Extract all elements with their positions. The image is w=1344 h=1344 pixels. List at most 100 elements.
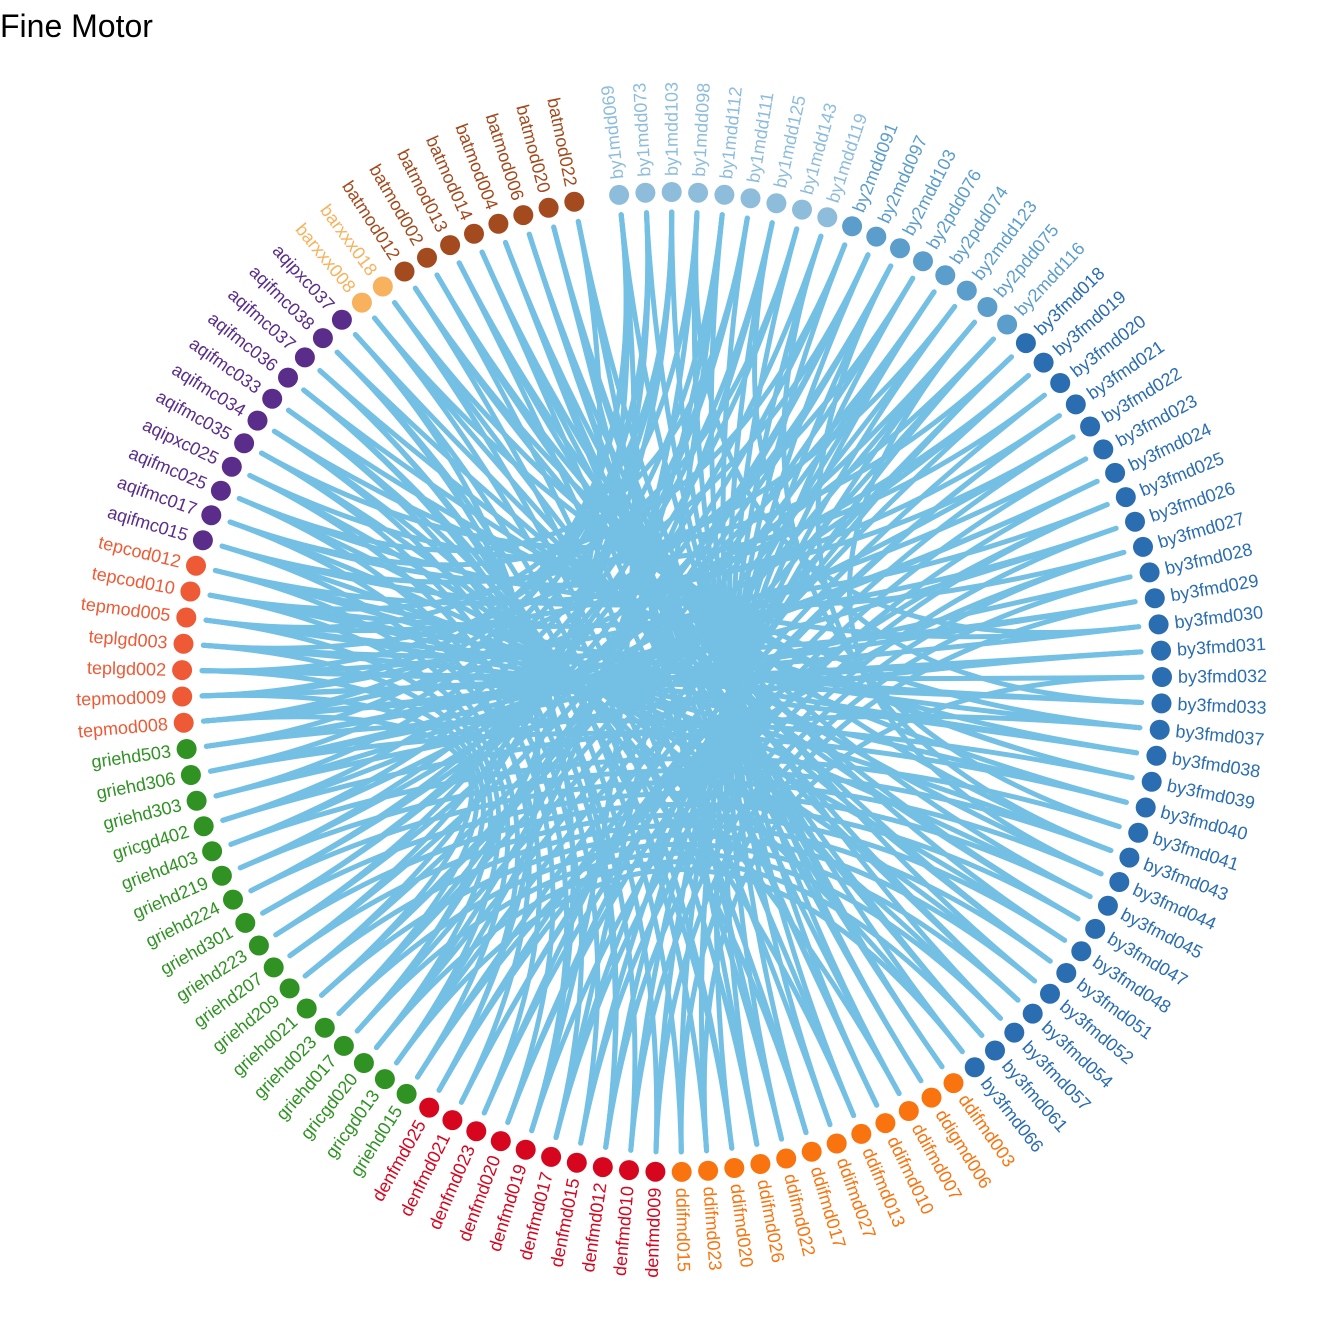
node-batmod012 — [394, 261, 415, 282]
node-gricgd402 — [193, 816, 214, 837]
node-by3fmd047 — [1085, 918, 1106, 939]
node-griehd017 — [333, 1035, 354, 1056]
node-by1mdd098 — [688, 182, 709, 203]
node-ddifmd007 — [898, 1101, 919, 1121]
link-batmod012-by3fmd047 — [412, 285, 1081, 922]
link-griehd301-by1mdd111 — [260, 215, 750, 916]
link-aqifmc017-by3fmd052 — [227, 519, 1038, 984]
link-by2pdd074-griehd023 — [336, 289, 937, 1017]
node-ddifmd017 — [801, 1141, 822, 1162]
link-by1mdd125-griehd219 — [237, 220, 775, 871]
node-batmod020 — [538, 197, 559, 218]
link-gricgd020-teplgd003 — [200, 642, 494, 1050]
node-denfmd017 — [541, 1146, 562, 1167]
node-aqipxc025 — [221, 456, 242, 477]
node-by1mdd073 — [635, 182, 656, 203]
node-ddifmd013 — [851, 1123, 872, 1144]
node-by3fmd033 — [1151, 693, 1172, 714]
node-by3fmd043 — [1119, 847, 1140, 868]
link-tepcod012-by3fmd045 — [212, 568, 1093, 900]
node-label-by1mdd103: by1mdd103 — [662, 82, 682, 176]
node-by2pdd074 — [935, 265, 956, 286]
node-by3fmd029 — [1144, 588, 1165, 609]
link-aqifmc034-ddifmd013 — [271, 428, 857, 1118]
node-aqifmc033 — [262, 388, 283, 409]
link-batmod004-ddifmd003 — [503, 240, 945, 1070]
node-by3fmd037 — [1149, 719, 1170, 740]
node-by3fmd048 — [1071, 941, 1092, 962]
node-denfmd009 — [645, 1161, 666, 1182]
node-by3fmd044 — [1109, 872, 1130, 892]
node-ddifmd027 — [826, 1133, 847, 1154]
node-label-denfmd012: denfmd012 — [578, 1181, 611, 1273]
node-label-denfmd010: denfmd010 — [610, 1185, 638, 1276]
node-label-teplgd002: teplgd002 — [87, 658, 167, 680]
link-tepcod010-by3fmd043 — [207, 592, 1114, 853]
node-gricgd013 — [374, 1069, 395, 1090]
node-label-by3fmd038: by3fmd038 — [1171, 748, 1262, 781]
node-label-by3fmd032: by3fmd032 — [1178, 666, 1267, 687]
link-aqifmc036-ddifmd020 — [301, 387, 735, 1151]
node-label-denfmd009: denfmd009 — [642, 1187, 665, 1278]
node-griehd303 — [186, 790, 207, 811]
node-by3fmd039 — [1141, 771, 1162, 792]
node-by2mdd091 — [842, 216, 863, 237]
link-batmod002-by3fmd051 — [434, 272, 1053, 964]
node-by3fmd027 — [1133, 536, 1153, 557]
node-denfmd021 — [442, 1110, 463, 1131]
link-griehd223-by1mdd103 — [273, 209, 675, 938]
node-label-by3fmd033: by3fmd033 — [1177, 694, 1267, 718]
link-aqifmc037-denfmd012 — [317, 368, 619, 1150]
link-aqifmc015-by3fmd048 — [219, 543, 1068, 943]
link-batmod013-by3fmd054 — [456, 260, 1021, 1003]
node-label-by3fmd030: by3fmd030 — [1173, 602, 1264, 632]
node-ddifmd023 — [698, 1160, 719, 1181]
node-by3fmd051 — [1056, 963, 1077, 983]
node-label-by3fmd029: by3fmd029 — [1169, 570, 1260, 605]
link-griehd021-by2mdd097 — [319, 252, 871, 998]
node-ddigmd006 — [921, 1087, 942, 1108]
node-label-tepmod009: tepmod009 — [76, 687, 167, 710]
node-ddifmd003 — [943, 1073, 964, 1094]
link-tepmod008-by3fmd029 — [201, 599, 1138, 724]
node-tepcod012 — [186, 555, 206, 576]
node-aqipxc037 — [331, 309, 352, 330]
link-batmod006-ddifmd010 — [526, 231, 880, 1108]
node-teplgd003 — [173, 633, 194, 654]
node-label-ddifmd020: ddifmd020 — [726, 1183, 757, 1269]
node-griehd209 — [279, 978, 300, 999]
node-by3fmd020 — [1050, 373, 1071, 393]
node-by2mdd103 — [890, 238, 910, 259]
node-by2mdd123 — [956, 280, 977, 301]
node-by1mdd103 — [661, 182, 682, 202]
link-denfmd025-by3fmd025 — [436, 502, 1110, 1093]
node-ddifmd015 — [671, 1161, 692, 1182]
node-ddifmd020 — [724, 1158, 745, 1178]
node-teplgd002 — [172, 660, 193, 681]
node-barxxx018 — [372, 276, 393, 297]
node-by3fmd031 — [1151, 640, 1171, 661]
link-aqifmc033-ddifmd017 — [286, 407, 809, 1135]
node-by1mdd111 — [740, 188, 761, 209]
node-griehd306 — [180, 765, 201, 785]
node-by2pdd076 — [913, 251, 933, 272]
link-denfmd020-by3fmd018 — [505, 354, 1014, 1125]
node-label-teplgd003: teplgd003 — [88, 626, 168, 652]
node-griehd503 — [176, 739, 197, 759]
link-denfmd023-aqifmc015 — [219, 543, 542, 1116]
node-by3fmd030 — [1148, 614, 1169, 635]
node-griehd219 — [211, 865, 232, 886]
node-by2pdd075 — [977, 297, 998, 317]
node-label-ddifmd026: ddifmd026 — [753, 1178, 788, 1264]
node-aqifmc038 — [312, 328, 333, 349]
node-denfmd019 — [515, 1139, 536, 1160]
node-by3fmd023 — [1093, 439, 1114, 460]
node-aqifmc015 — [192, 530, 213, 551]
node-by3fmd028 — [1139, 562, 1160, 583]
node-batmod004 — [488, 213, 509, 234]
page-title: Fine Motor — [0, 8, 153, 44]
link-batmod014-by3fmd061 — [479, 249, 985, 1038]
node-label-by1mdd098: by1mdd098 — [689, 82, 714, 177]
node-by1mdd125 — [766, 193, 787, 214]
node-by3fmd041 — [1128, 822, 1149, 843]
